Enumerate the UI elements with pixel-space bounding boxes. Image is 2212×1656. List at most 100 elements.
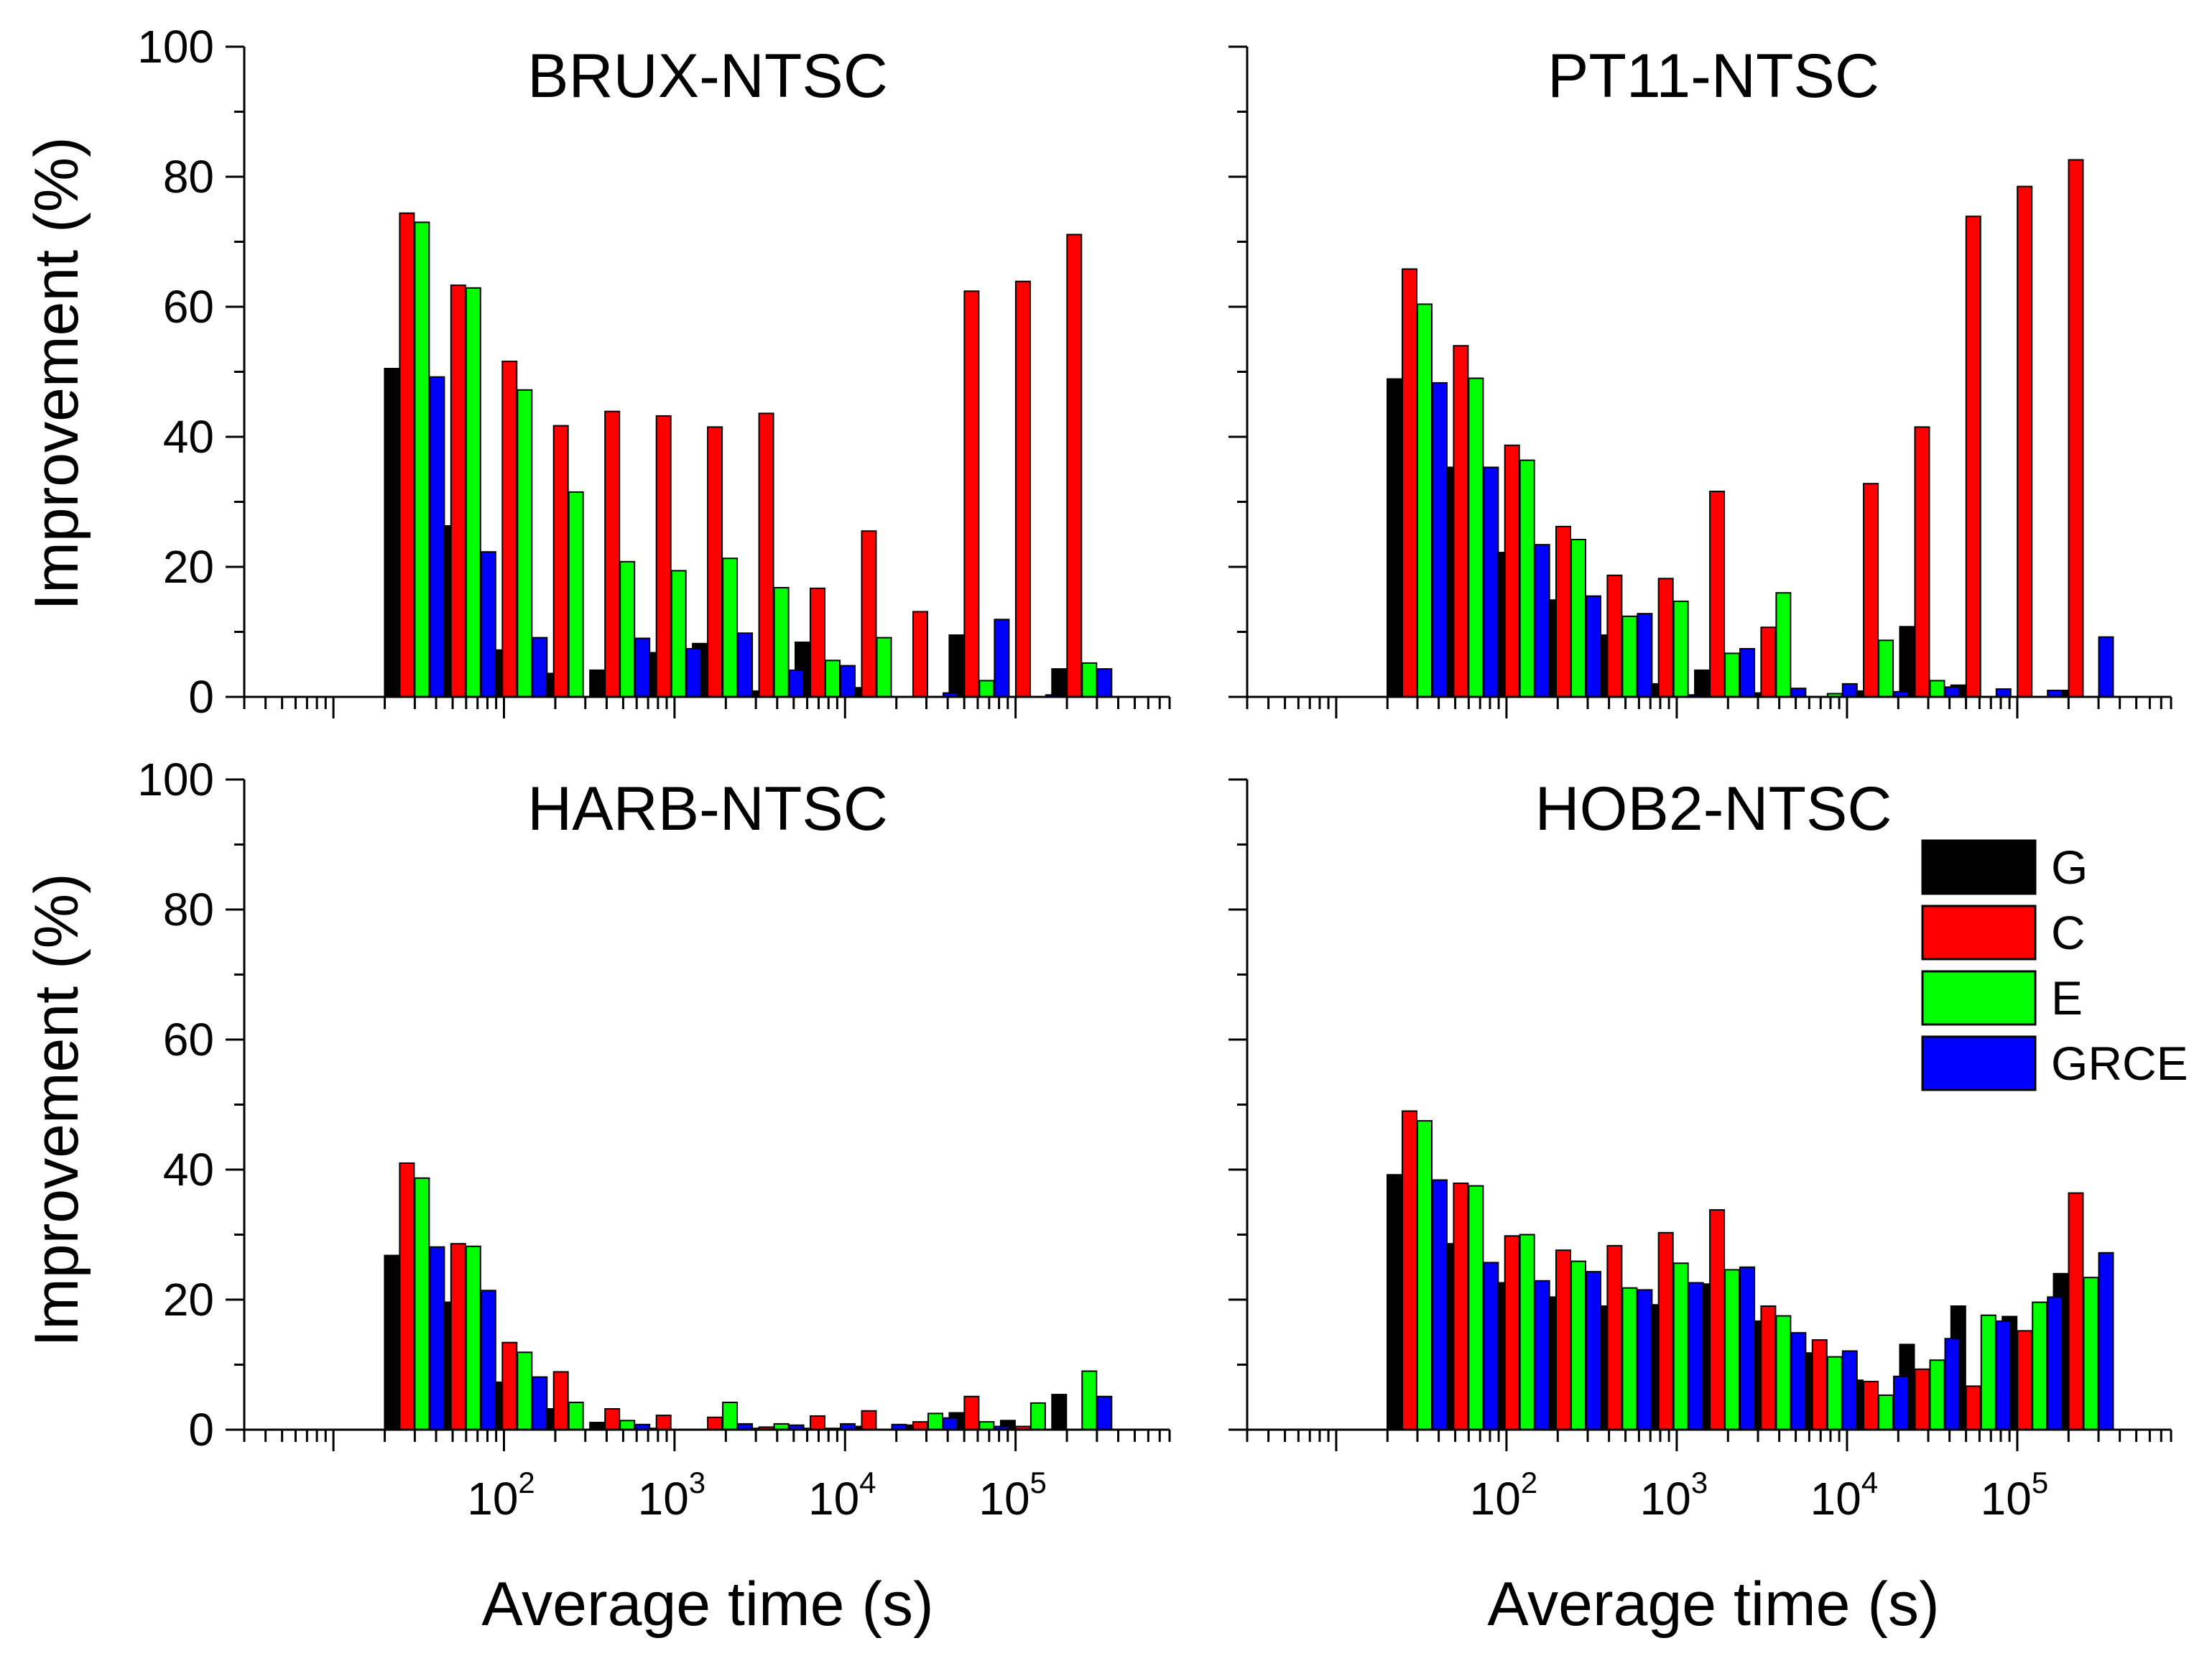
y-tick-label: 20 [163,541,214,593]
bar-e-10 [1929,680,1945,698]
y-tick-label: 60 [163,281,214,333]
legend-label-e: E [2051,971,2083,1024]
bar-grce-1 [1483,1262,1499,1431]
bar-grce-0 [429,376,445,698]
bar-grce-1 [480,1290,496,1431]
bar-g-13 [1051,668,1068,698]
bar-c-9 [861,530,877,698]
bar-g-4 [589,669,606,698]
bar-e-1 [1468,1185,1484,1430]
bar-grce-2 [532,637,548,698]
bar-e-5 [670,570,687,698]
bar-e-7 [773,587,790,698]
bar-e-10 [1929,1359,1945,1430]
bar-e-1 [465,1245,481,1431]
bar-grce-6 [737,632,754,698]
bar-c-6 [707,1416,723,1431]
bar-grce-2 [1534,1280,1550,1431]
bar-grce-5 [1688,1282,1704,1430]
bar-c-0 [399,212,415,698]
bar-e-8 [825,660,841,698]
bar-c-8 [810,587,825,698]
bar-g-0 [384,1254,400,1430]
bar-g-11 [948,634,965,698]
bar-c-7 [1760,626,1777,698]
bar-e-6 [722,1402,739,1430]
bar-c-5 [655,415,672,698]
panel-hob2-ntsc: 102 103 104 105 HOB2-NTSC [1228,774,2172,1525]
bar-c-11 [963,290,980,698]
bar-grce-0 [429,1246,445,1430]
bar-c-11 [963,1395,980,1431]
panel-pt11-ntsc: PT11-NTSC [1228,42,2172,718]
bar-g-0 [1387,378,1402,698]
y-tick-label: 80 [163,151,214,203]
bar-c-3 [1555,525,1571,698]
legend-label-c: C [2051,906,2086,959]
bar-c-11 [1965,216,1981,698]
bar-e-12 [1029,1402,1046,1431]
bar-c-12 [2017,1330,2033,1431]
panel-title: BRUX-NTSC [527,42,888,111]
x-tick-label: 104 [808,1466,876,1525]
bar-e-9 [1878,639,1894,698]
bar-c-2 [501,361,518,698]
bar-c-13 [2068,1192,2084,1430]
bar-e-10 [927,1412,943,1431]
bar-e-13 [1081,1370,1098,1430]
bar-c-12 [2017,185,2033,698]
y-axis-label-bottom: Improvement (%) [22,873,91,1347]
bar-c-8 [810,1415,825,1430]
bar-c-1 [450,1243,466,1430]
bar-e-9 [876,637,892,698]
bar-e-0 [414,1177,430,1431]
bar-e-3 [1570,1260,1586,1430]
bar-e-11 [1980,1314,1996,1430]
bar-g-13 [1051,1394,1068,1430]
bar-c-6 [707,426,723,698]
bar-c-2 [1504,444,1520,698]
bar-c-9 [1863,1381,1879,1430]
legend-label-g: G [2051,841,2088,894]
bar-e-8 [1826,1356,1843,1430]
bar-e-7 [1775,1315,1792,1430]
bar-c-3 [552,425,569,698]
y-tick-label: 100 [137,21,214,73]
bar-e-4 [1621,1287,1638,1430]
bar-grce-4 [634,637,651,698]
x-tick-label: 103 [638,1466,706,1525]
bar-grce-4 [1637,613,1653,698]
bar-c-5 [1657,1231,1674,1431]
panel-title: PT11-NTSC [1547,42,1879,111]
bar-e-9 [1878,1394,1894,1430]
bar-e-13 [1081,662,1098,698]
bar-e-13 [2083,1277,2099,1430]
y-axis-label-top: Improvement (%) [22,137,91,611]
bar-c-4 [1606,1244,1623,1431]
bar-e-12 [2032,1301,2048,1430]
bar-grce-4 [1637,1289,1653,1431]
bar-grce-5 [685,648,702,698]
legend-swatch-c [1921,905,2037,961]
bar-c-3 [552,1371,569,1430]
y-tick-label: 0 [188,671,214,723]
bar-grce-10 [943,1417,958,1430]
bar-grce-13 [2098,1252,2114,1431]
y-tick-label: 40 [163,411,214,463]
bar-e-5 [1672,601,1689,698]
bar-c-4 [604,410,621,698]
bar-e-3 [568,491,584,698]
bar-grce-3 [1586,595,1601,698]
bar-e-6 [722,558,739,698]
legend-swatch-g [1921,839,2037,895]
x-axis-label-left: Average time (s) [481,1570,933,1639]
panel-brux-ntsc: 0 20 40 60 80 100 BRUX-NTSC [137,21,1171,723]
y-tick-label: 40 [163,1144,214,1195]
bar-c-0 [1402,268,1417,698]
bar-grce-12 [2047,1296,2063,1431]
bar-c-10 [912,611,928,698]
x-tick-label: 102 [1470,1466,1538,1525]
bar-c-1 [1453,345,1469,698]
bar-c-13 [1066,233,1083,698]
bar-grce-7 [1790,1332,1807,1430]
